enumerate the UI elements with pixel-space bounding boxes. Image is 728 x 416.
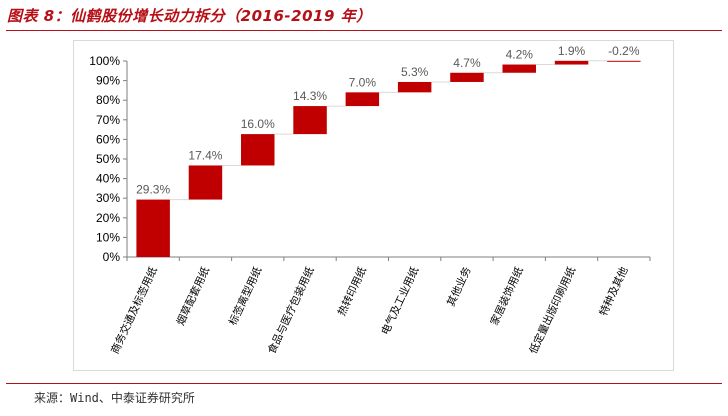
y-tick-label: 80%	[96, 93, 120, 107]
y-tick-label: 30%	[96, 191, 120, 205]
y-tick-label: 50%	[96, 152, 120, 166]
y-tick-label: 40%	[96, 172, 120, 186]
category-labels: 商务交通及标签用纸 烟草配套用纸 标签离型用纸 食品与医疗包装用纸 热转印用纸 电气及工业…	[108, 264, 631, 356]
data-label: -0.2%	[608, 44, 640, 58]
bar	[188, 165, 223, 200]
data-label: 14.3%	[293, 89, 327, 103]
bar-series	[136, 60, 641, 257]
bar	[293, 106, 327, 135]
y-tick-label: 20%	[96, 211, 120, 225]
category-label: 家居装饰用纸	[488, 264, 527, 327]
data-label: 16.0%	[241, 117, 275, 131]
data-labels: 29.3% 17.4% 16.0% 14.3% 7.0% 5.3% 4.7% 4.2% 1.9%…	[136, 44, 640, 197]
y-tick-label: 90%	[96, 74, 120, 88]
category-label: 电气及工业用纸	[379, 264, 422, 337]
y-tick-label: 0%	[103, 250, 121, 264]
waterfall-chart: 0% 10% 20% 30% 40% 50% 60% 70% 80% 90% 100% 29.3% 1…	[89, 44, 651, 356]
data-label: 7.0%	[349, 75, 377, 89]
y-tick-label: 60%	[96, 132, 120, 146]
y-tick-label: 100%	[89, 54, 120, 68]
source-note: 来源：Wind、中泰证券研究所	[34, 391, 195, 405]
data-label: 17.4%	[188, 148, 222, 162]
category-label: 食品与医疗包装用纸	[265, 264, 317, 356]
bar	[554, 60, 589, 65]
footer-divider	[6, 383, 722, 384]
category-label: 商务交通及标签用纸	[108, 264, 160, 356]
data-label: 1.9%	[558, 44, 586, 58]
title-divider	[6, 30, 722, 31]
category-label: 标签离型用纸	[226, 264, 265, 327]
category-label: 烟草配套用纸	[174, 264, 213, 327]
data-label: 4.2%	[506, 48, 534, 62]
bar	[607, 60, 641, 62]
category-label: 热转印用纸	[335, 264, 369, 318]
bar	[450, 72, 484, 82]
y-tick-label: 10%	[96, 230, 120, 244]
bar	[345, 92, 380, 107]
y-axis: 0% 10% 20% 30% 40% 50% 60% 70% 80% 90% 100%	[89, 54, 128, 264]
category-label: 低定量出版印刷用纸	[527, 264, 579, 356]
bar	[241, 134, 275, 166]
chart-frame	[73, 40, 674, 371]
category-label: 其他业务	[444, 264, 474, 308]
y-tick-label: 70%	[96, 113, 120, 127]
data-label: 4.7%	[453, 56, 481, 70]
bar	[136, 199, 170, 257]
bar	[502, 64, 536, 73]
data-label: 5.3%	[401, 65, 429, 79]
category-label: 特种及其他	[597, 264, 631, 318]
connector-lines	[169, 60, 608, 201]
x-axis	[126, 256, 651, 261]
figure-title: 图表 8：仙鹤股份增长动力拆分（2016-2019 年）	[7, 7, 372, 25]
data-label: 29.3%	[136, 183, 170, 197]
bar	[397, 81, 432, 93]
